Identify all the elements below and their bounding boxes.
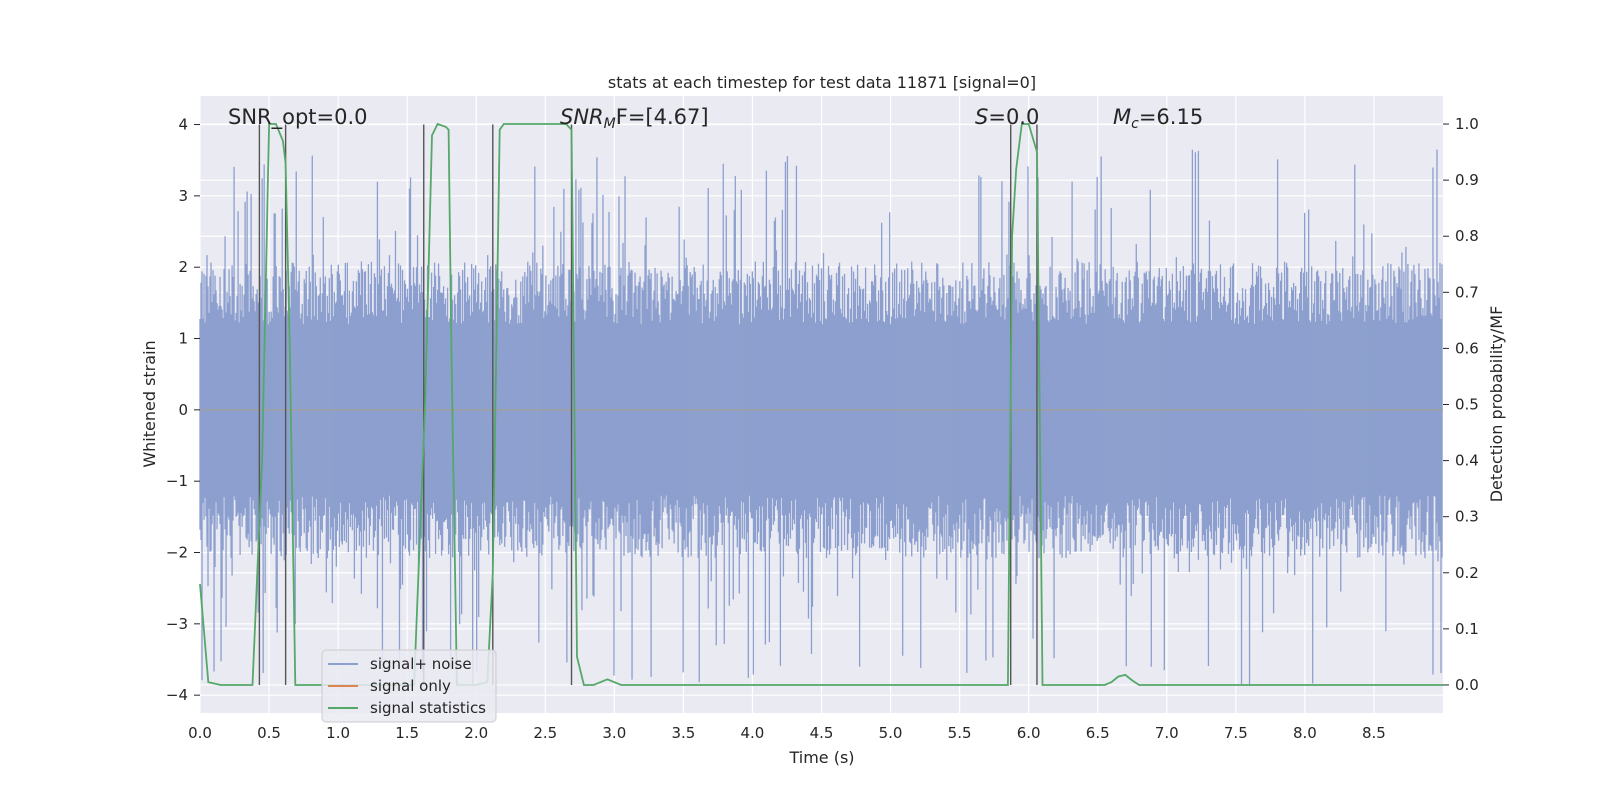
y-right-tick-label: 0.3: [1455, 508, 1479, 526]
x-tick-label: 7.5: [1224, 724, 1248, 742]
snr-mf-annotation: SNRMF=[4.67]: [560, 105, 709, 132]
legend-label-noise: signal+ noise: [370, 655, 472, 673]
x-tick-label: 3.0: [602, 724, 626, 742]
y-left-tick-label: −4: [166, 686, 188, 704]
y-right-tick-label: 0.4: [1455, 452, 1479, 470]
s-annotation: S=0.0: [975, 105, 1039, 129]
y-right-tick-label: 0.0: [1455, 676, 1479, 694]
x-tick-label: 1.5: [395, 724, 419, 742]
y-right-tick-label: 1.0: [1455, 115, 1479, 133]
x-tick-label: 4.0: [741, 724, 765, 742]
x-tick-label: 0.0: [188, 724, 212, 742]
y-right-tick-label: 0.6: [1455, 339, 1479, 357]
y-left-tick-label: 0: [178, 401, 188, 419]
y-left-tick-label: −1: [166, 472, 188, 490]
mc-annotation: Mc=6.15: [1113, 105, 1203, 132]
chart-title: stats at each timestep for test data 118…: [608, 73, 1036, 92]
x-tick-label: 5.0: [879, 724, 903, 742]
y-right-tick-label: 0.7: [1455, 283, 1479, 301]
x-tick-label: 3.5: [671, 724, 695, 742]
y-left-axis-label: Whitened strain: [140, 340, 159, 467]
x-tick-label: 7.0: [1155, 724, 1179, 742]
legend-box: [321, 649, 497, 723]
y-left-tick-label: −2: [166, 544, 188, 562]
y-right-tick-label: 0.9: [1455, 171, 1479, 189]
y-right-axis-label: Detection probability/MF: [1487, 306, 1506, 503]
y-left-tick-label: 3: [178, 187, 188, 205]
x-tick-label: 8.5: [1362, 724, 1386, 742]
legend-label-statistics: signal statistics: [370, 699, 486, 717]
y-left-tick-labels: −4 −3 −2 −1 0 1 2 3 4: [166, 116, 200, 704]
x-tick-label: 5.5: [948, 724, 972, 742]
legend-label-signal-only: signal only: [370, 677, 451, 695]
y-right-tick-labels: 0.0 0.1 0.2 0.3 0.4 0.5 0.6 0.7 0.8 0.9 1.0: [1443, 115, 1479, 694]
y-right-tick-label: 0.2: [1455, 564, 1479, 582]
snr-opt-annotation: SNR_opt=0.0: [228, 105, 368, 130]
x-tick-label: 8.0: [1293, 724, 1317, 742]
legend: signal+ noise signal only signal statist…: [321, 649, 497, 723]
x-tick-label: 6.5: [1086, 724, 1110, 742]
y-left-tick-label: −3: [166, 615, 188, 633]
x-tick-label: 2.0: [464, 724, 488, 742]
vertical-markers: [258, 124, 1038, 685]
x-tick-labels: 0.0 0.5 1.0 1.5 2.0 2.5 3.0 3.5 4.0 4.5 5.0 5.5 6.0 6…: [188, 724, 1386, 742]
y-right-tick-label: 0.8: [1455, 227, 1479, 245]
x-tick-label: 6.0: [1017, 724, 1041, 742]
x-axis-label: Time (s): [788, 748, 854, 767]
x-tick-label: 0.5: [257, 724, 281, 742]
x-tick-label: 2.5: [533, 724, 557, 742]
y-right-tick-label: 0.5: [1455, 396, 1479, 414]
signal-statistics-line: [199, 122, 1443, 686]
y-right-tick-label: 0.1: [1455, 620, 1479, 638]
x-tick-label: 4.5: [810, 724, 834, 742]
y-left-tick-label: 2: [178, 258, 188, 276]
y-left-tick-label: 1: [178, 330, 188, 348]
x-tick-label: 1.0: [326, 724, 350, 742]
y-left-tick-label: 4: [178, 116, 188, 134]
